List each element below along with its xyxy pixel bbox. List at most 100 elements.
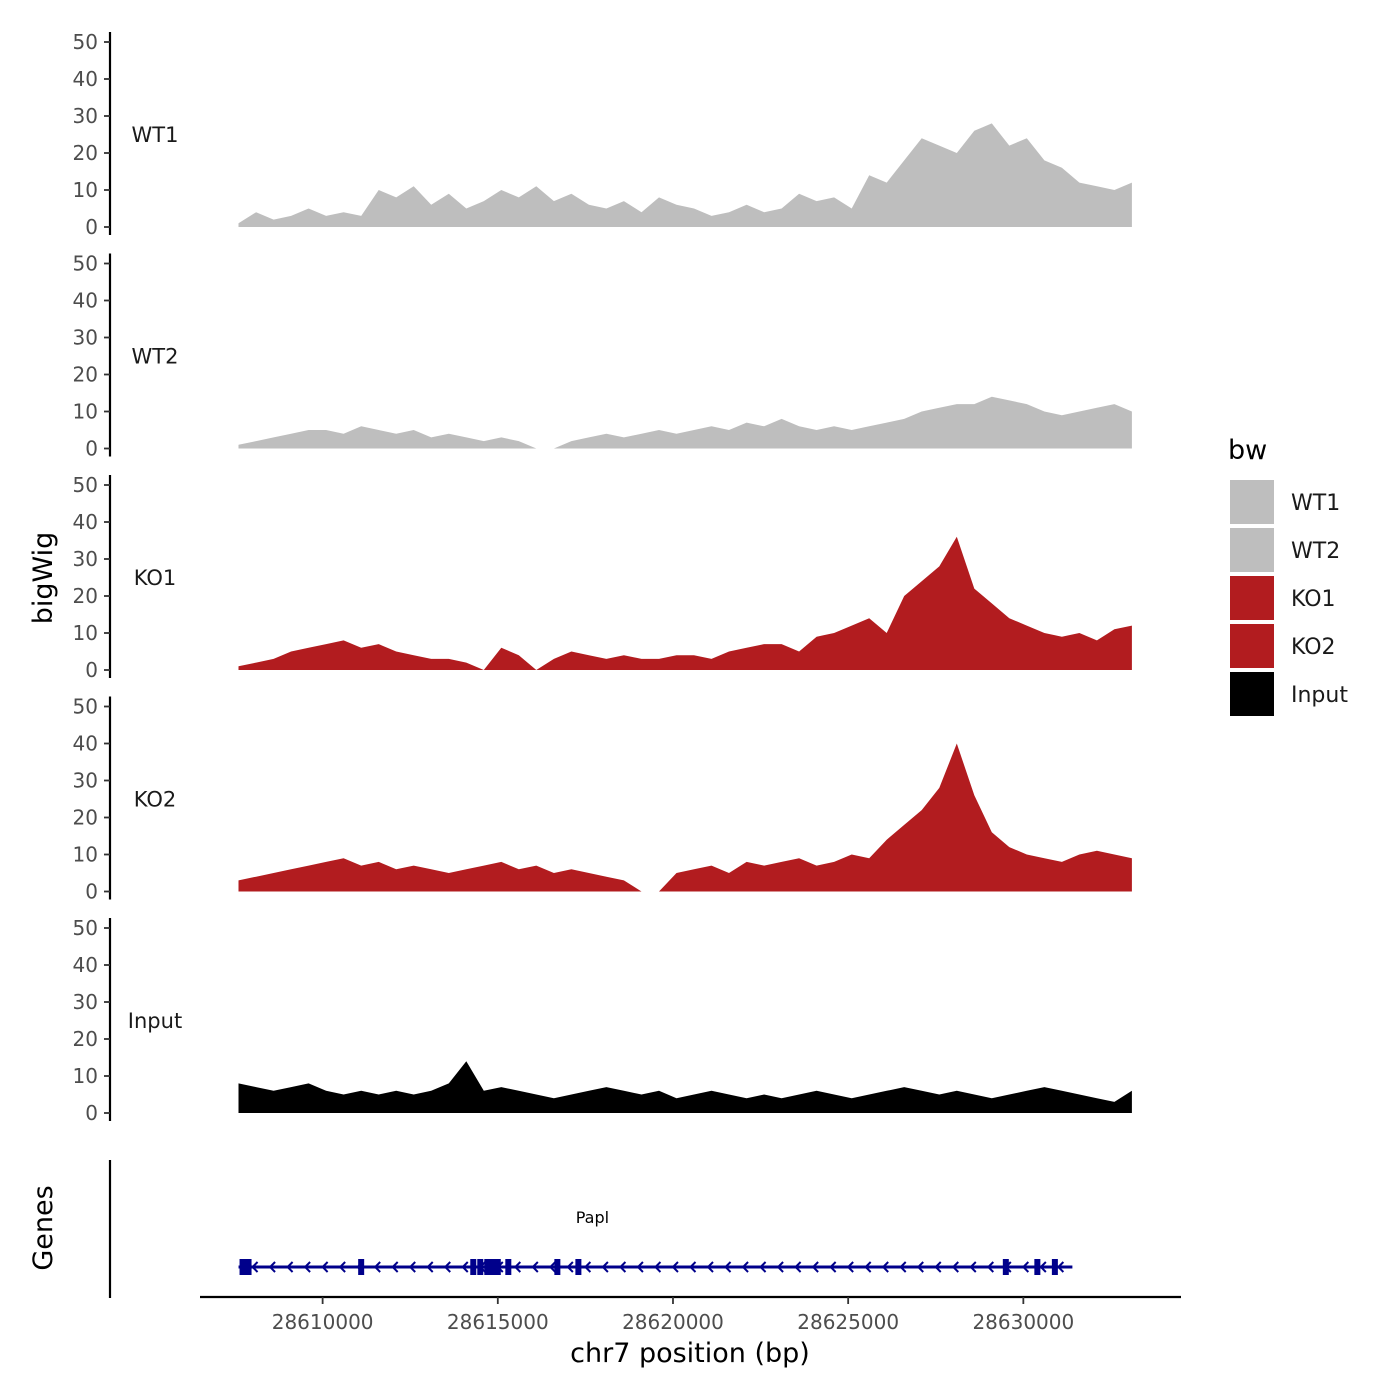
legend: WT1 WT2 KO1 KO2 Input (1230, 480, 1348, 716)
strand-arrow-icon (934, 1261, 942, 1273)
track-wt2: 0 10 20 30 40 50 WT2 (73, 252, 1132, 461)
strand-arrow-icon (531, 1261, 539, 1273)
strand-arrow-icon (811, 1261, 819, 1273)
strand-arrow-icon (408, 1261, 416, 1273)
area-wt1 (238, 123, 1132, 227)
exon-block (358, 1259, 365, 1275)
y-tick-label: 0 (85, 880, 98, 904)
track-label-wt1: WT1 (132, 123, 179, 147)
strand-arrow-icon (654, 1261, 662, 1273)
strand-arrow-icon (916, 1261, 924, 1273)
legend-swatch-wt1 (1230, 480, 1274, 524)
x-axis-title: chr7 position (bp) (570, 1338, 810, 1369)
strand-arrow-icon (601, 1261, 609, 1273)
track-wt1: 0 10 20 30 40 50 WT1 (73, 30, 1132, 239)
exon-block (470, 1259, 477, 1275)
strand-arrow-icon (426, 1261, 434, 1273)
strand-arrow-icon (1021, 1261, 1030, 1273)
strand-arrow-icon (373, 1261, 381, 1273)
x-tick-label: 28630000 (972, 1310, 1074, 1334)
strand-arrow-icon (951, 1261, 959, 1273)
strand-arrow-icon (303, 1261, 311, 1273)
legend-swatch-wt2 (1230, 528, 1274, 572)
strand-arrow-icon (706, 1261, 714, 1273)
strand-arrow-icon (583, 1261, 592, 1273)
y-tick-label: 40 (73, 289, 98, 313)
legend-swatch-input (1230, 672, 1274, 716)
exon-block (575, 1259, 582, 1275)
y-tick-label: 40 (73, 732, 98, 756)
y-tick-label: 30 (73, 326, 98, 350)
y-tick-label: 50 (73, 695, 98, 719)
legend-label-ko1: KO1 (1291, 587, 1336, 612)
strand-arrow-icon (513, 1261, 522, 1273)
strand-arrow-icon (899, 1261, 907, 1273)
exon-block (239, 1259, 252, 1275)
legend-label-input: Input (1291, 683, 1348, 708)
x-axis: 28610000 28615000 28620000 28625000 28630000 (200, 1295, 1181, 1334)
track-ko1: 0 10 20 30 40 50 KO1 (73, 473, 1132, 682)
y-tick-label: 10 (73, 178, 98, 202)
track-label-wt2: WT2 (132, 345, 179, 369)
track-label-ko2: KO2 (134, 788, 177, 812)
y-tick-label: 40 (73, 510, 98, 534)
signal-tracks: 0 10 20 30 40 50 WT1 0 10 20 30 40 50 WT2 0 10 20 30 40 50 K… (73, 30, 1132, 1125)
strand-arrow-icon (794, 1261, 802, 1273)
strand-arrow-icon (461, 1261, 469, 1273)
strand-arrow-icon (636, 1261, 644, 1273)
legend-swatch-ko1 (1230, 576, 1274, 620)
exon-block (1002, 1259, 1009, 1275)
exon-block (484, 1259, 491, 1275)
exon-block (494, 1259, 501, 1275)
strand-arrow-icon (321, 1261, 329, 1273)
legend-title: bw (1228, 435, 1267, 466)
strand-arrow-icon (671, 1261, 679, 1273)
strand-arrow-icon (846, 1261, 854, 1273)
y-tick-label: 0 (85, 1101, 98, 1125)
strand-arrow-icon (776, 1261, 784, 1273)
legend-label-wt2: WT2 (1291, 539, 1340, 564)
strand-arrow-icon (864, 1261, 872, 1273)
y-axis-title: bigWig (28, 532, 59, 625)
y-tick-label: 10 (73, 843, 98, 867)
y-tick-label: 50 (73, 473, 98, 497)
strand-arrow-icon (1039, 1261, 1047, 1273)
legend-swatch-ko2 (1230, 624, 1274, 668)
strand-arrow-icon (391, 1261, 399, 1273)
y-tick-label: 0 (85, 437, 98, 461)
y-tick-label: 30 (73, 547, 98, 571)
legend-label-wt1: WT1 (1291, 491, 1340, 516)
strand-arrow-icon (759, 1261, 767, 1273)
y-tick-label: 50 (73, 916, 98, 940)
area-wt2 (238, 396, 1132, 449)
y-tick-label: 50 (73, 30, 98, 54)
strand-arrow-icon (566, 1261, 574, 1273)
y-tick-label: 20 (73, 363, 98, 387)
track-label-ko1: KO1 (134, 566, 177, 590)
y-tick-label: 10 (73, 400, 98, 424)
y-tick-label: 20 (73, 584, 98, 608)
exon-block (1034, 1259, 1041, 1275)
exon-block (477, 1259, 484, 1275)
exon-block (489, 1259, 496, 1275)
strand-arrow-icon (286, 1261, 294, 1273)
x-tick-label: 28625000 (797, 1310, 899, 1334)
y-tick-label: 40 (73, 67, 98, 91)
track-label-input: Input (128, 1009, 182, 1033)
y-tick-label: 20 (73, 141, 98, 165)
strand-arrow-icon (829, 1261, 837, 1273)
exon-block (554, 1259, 561, 1275)
track-input: 0 10 20 30 40 50 Input (73, 916, 1132, 1125)
y-tick-label: 50 (73, 252, 98, 276)
exon-block (1051, 1259, 1058, 1275)
x-tick-label: 28620000 (622, 1310, 724, 1334)
exon-block (505, 1259, 512, 1275)
strand-arrow-icon (619, 1261, 627, 1273)
y-tick-label: 30 (73, 769, 98, 793)
strand-arrow-icon (548, 1261, 557, 1273)
strand-arrow-icon (268, 1261, 276, 1273)
strand-arrow-icon (986, 1261, 995, 1273)
strand-arrow-icon (881, 1261, 889, 1273)
y-tick-label: 10 (73, 1064, 98, 1088)
strand-arrow-icon (741, 1261, 749, 1273)
